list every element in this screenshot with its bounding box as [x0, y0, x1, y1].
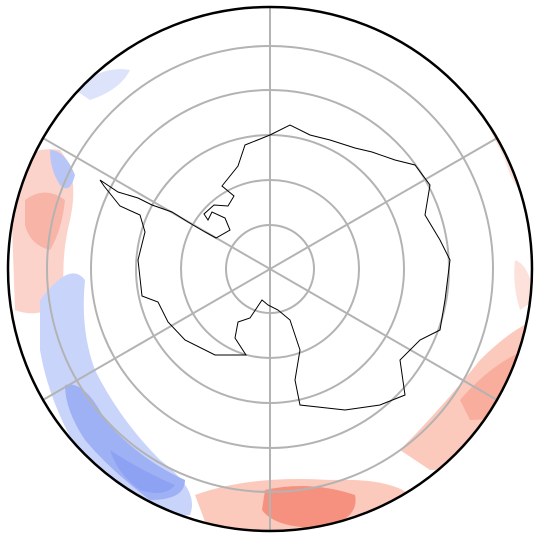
coastline [99, 124, 451, 411]
anomaly-blue-strong [110, 450, 175, 494]
anomaly-red-bottom-core [262, 486, 356, 528]
anomaly-blue-band [40, 273, 192, 516]
anomaly-blue-core [65, 384, 185, 500]
anomaly-blue-topleft [75, 69, 130, 100]
anomaly-blue-left [50, 150, 75, 189]
meridian [8, 95, 532, 443]
map-boundary [6, 5, 534, 533]
